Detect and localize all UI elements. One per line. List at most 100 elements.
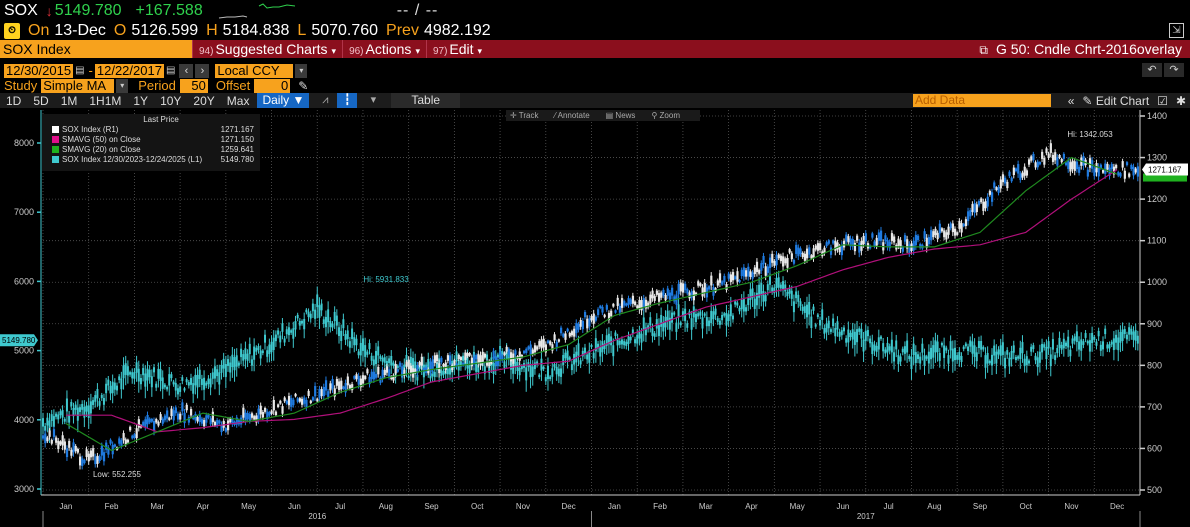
- zoom-tool[interactable]: ⚲ Zoom: [651, 111, 680, 120]
- svg-text:900: 900: [1147, 319, 1162, 329]
- dropdown-arrow-icon: ▾: [477, 46, 483, 56]
- dropdown-arrow-icon: ▾: [415, 46, 420, 56]
- svg-text:3000: 3000: [14, 484, 34, 494]
- legend-swatch: [52, 125, 59, 133]
- svg-text:Mar: Mar: [150, 502, 164, 511]
- svg-text:Dec: Dec: [562, 502, 576, 511]
- chart-toolstrip: ✛ Track ⁄ Annotate ▤ News ⚲ Zoom: [506, 110, 700, 121]
- ticker-symbol: SOX: [4, 1, 38, 19]
- dropdown-arrow-icon: ▾: [331, 46, 337, 56]
- offset-input[interactable]: 0: [254, 78, 291, 93]
- svg-text:May: May: [241, 502, 256, 511]
- table-button[interactable]: Table: [391, 93, 461, 108]
- edit-menu[interactable]: 97) Edit ▾: [425, 40, 488, 58]
- undo-icon[interactable]: ↶: [1142, 63, 1162, 77]
- prev-period-button[interactable]: ‹: [179, 63, 194, 78]
- legend-item[interactable]: SMAVG (50) on Close 1271.150: [42, 134, 260, 144]
- range-5d[interactable]: 5D: [33, 93, 49, 108]
- svg-text:Jan: Jan: [59, 502, 72, 511]
- end-date-field[interactable]: 12/22/2017: [94, 62, 164, 78]
- svg-text:Nov: Nov: [516, 502, 530, 511]
- dropdown-arrow-icon[interactable]: ▾: [370, 94, 377, 106]
- checkbox-edit-icon[interactable]: ☑: [1157, 93, 1168, 108]
- price-chart[interactable]: 3000 4000 5000 6000 7000 8000 500 600 700 800 900 1…: [0, 108, 1190, 527]
- add-data-input[interactable]: Add Data: [913, 94, 1051, 107]
- chart-area[interactable]: 3000 4000 5000 6000 7000 8000 500 600 700 800 900 1…: [0, 108, 1190, 527]
- svg-text:Oct: Oct: [471, 502, 484, 511]
- chart-legend: Last Price SOX Index (R1) 1271.167 SMAVG …: [42, 114, 260, 171]
- edit-chart-button[interactable]: ✎ Edit Chart: [1082, 94, 1149, 108]
- collapse-icon[interactable]: «: [1067, 93, 1075, 108]
- svg-text:Sep: Sep: [973, 502, 988, 511]
- svg-text:Jul: Jul: [883, 502, 893, 511]
- net-change: +167.588: [135, 1, 203, 19]
- high-label: H: [206, 21, 218, 39]
- market-monitor-icon[interactable]: ⏲: [4, 22, 20, 39]
- svg-text:Jun: Jun: [288, 502, 301, 511]
- pencil-icon[interactable]: ✎: [298, 78, 309, 93]
- track-tool[interactable]: ✛ Track: [510, 111, 539, 120]
- legend-name: SOX Index (R1): [62, 124, 119, 134]
- legend-name: SMAVG (50) on Close: [62, 134, 141, 144]
- down-arrow-icon: ↓: [45, 2, 53, 19]
- legend-item[interactable]: SOX Index 12/30/2023-12/24/2025 (L1) 5149…: [42, 154, 260, 164]
- annotate-tool[interactable]: ⁄ Annotate: [554, 111, 590, 120]
- edit-chart-label: Edit Chart: [1095, 93, 1150, 108]
- svg-text:800: 800: [1147, 360, 1162, 370]
- range-1y[interactable]: 1Y: [133, 93, 149, 108]
- date-label: On: [28, 21, 50, 39]
- ohlc-line: ⏲ On 13-Dec O 5126.599 H 5184.838 L 5070…: [0, 21, 1190, 40]
- dropdown-arrow-icon[interactable]: ▾: [295, 63, 308, 78]
- prev-value: 4982.192: [423, 21, 491, 39]
- study-label: Study: [4, 78, 38, 93]
- gear-icon[interactable]: ✱: [1175, 93, 1186, 108]
- pencil-icon: ✎: [1082, 93, 1093, 108]
- legend-value: 1271.167: [220, 124, 254, 134]
- svg-text:1300: 1300: [1147, 153, 1167, 163]
- legend-item[interactable]: SMAVG (20) on Close 1259.641: [42, 144, 260, 154]
- range-1h1m[interactable]: 1H1M: [89, 93, 122, 108]
- last-price: 5149.780: [54, 1, 122, 19]
- line-chart-icon[interactable]: ⩘: [322, 94, 329, 106]
- sparkline-icon: [218, 2, 295, 18]
- svg-text:8000: 8000: [14, 138, 34, 148]
- svg-text:Hi: 1342.053: Hi: 1342.053: [1067, 130, 1113, 139]
- svg-text:Jun: Jun: [836, 502, 849, 511]
- svg-text:1000: 1000: [1147, 277, 1167, 287]
- period-input[interactable]: 50: [179, 78, 208, 93]
- range-10y[interactable]: 10Y: [160, 93, 182, 108]
- date-range-bar: 12/30/2015 ▤ - 12/22/2017 ▤ ‹ › Local CC…: [0, 63, 1190, 78]
- news-tool[interactable]: ▤ News: [605, 111, 636, 120]
- redo-icon[interactable]: ↷: [1164, 63, 1184, 77]
- range-1m[interactable]: 1M: [60, 93, 78, 108]
- candle-chart-icon[interactable]: ┇: [337, 93, 358, 108]
- range-20y[interactable]: 20Y: [193, 93, 215, 108]
- svg-text:4000: 4000: [14, 415, 34, 425]
- menu-number: 96): [349, 46, 364, 57]
- resize-window-icon[interactable]: ⇲: [1169, 23, 1184, 38]
- svg-text:Apr: Apr: [745, 502, 758, 511]
- currency-select[interactable]: Local CCY: [215, 63, 294, 78]
- study-select[interactable]: Simple MA: [41, 78, 115, 93]
- chart-actions: « ✎ Edit Chart ☑ ✱: [1060, 93, 1186, 108]
- svg-text:Mar: Mar: [699, 502, 713, 511]
- popout-icon[interactable]: ⧉: [979, 43, 988, 57]
- svg-text:May: May: [790, 502, 805, 511]
- security-field[interactable]: SOX Index: [0, 40, 192, 58]
- menu-label: Actions: [365, 41, 412, 57]
- actions-menu[interactable]: 96) Actions ▾: [342, 40, 426, 58]
- range-bar: 1D 5D 1M 1H1M 1Y 10Y 20Y Max Daily ▼ ⩘ ┇…: [0, 93, 1190, 108]
- dropdown-arrow-icon[interactable]: ▾: [116, 78, 129, 93]
- calendar-icon[interactable]: ▤: [165, 65, 176, 76]
- prev-label: Prev: [386, 21, 419, 39]
- suggested-charts-menu[interactable]: 94) Suggested Charts ▾: [192, 40, 342, 58]
- frequency-select[interactable]: Daily ▼: [257, 93, 310, 108]
- start-date-field[interactable]: 12/30/2015: [4, 62, 74, 78]
- menu-label: Edit: [449, 41, 474, 57]
- svg-text:6000: 6000: [14, 276, 34, 286]
- range-1d[interactable]: 1D: [6, 93, 22, 108]
- calendar-icon[interactable]: ▤: [75, 65, 85, 76]
- legend-item[interactable]: SOX Index (R1) 1271.167: [42, 124, 260, 134]
- range-max[interactable]: Max: [226, 93, 250, 108]
- next-period-button[interactable]: ›: [195, 63, 210, 78]
